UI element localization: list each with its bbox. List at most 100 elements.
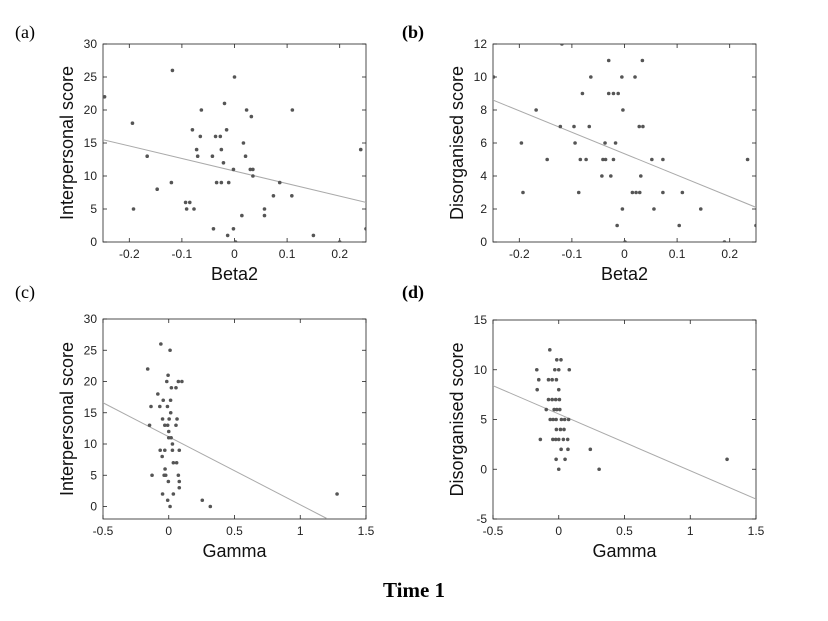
data-point bbox=[262, 207, 267, 211]
data-point bbox=[553, 367, 557, 372]
data-point bbox=[176, 379, 181, 384]
data-point bbox=[561, 437, 566, 442]
plot-frame bbox=[492, 319, 757, 520]
data-point bbox=[200, 498, 205, 503]
data-point bbox=[131, 207, 136, 211]
data-point bbox=[603, 157, 608, 162]
data-point bbox=[580, 91, 585, 96]
data-point bbox=[616, 91, 620, 96]
data-point bbox=[573, 141, 577, 145]
data-point bbox=[166, 373, 170, 378]
data-point bbox=[578, 157, 583, 162]
y-tick-label: 0 bbox=[90, 500, 97, 514]
y-tick-label: 5 bbox=[90, 468, 97, 482]
data-point bbox=[192, 207, 196, 211]
data-point bbox=[554, 457, 558, 462]
data-point bbox=[262, 213, 267, 218]
y-tick-label: 15 bbox=[474, 313, 488, 327]
panel-label: (c) bbox=[15, 282, 35, 303]
data-point bbox=[565, 437, 570, 442]
data-point bbox=[166, 429, 171, 434]
data-point bbox=[190, 128, 195, 132]
data-point bbox=[550, 377, 554, 382]
data-point bbox=[567, 367, 572, 372]
data-point bbox=[213, 134, 218, 139]
data-point bbox=[335, 492, 339, 496]
y-tick-label: 5 bbox=[480, 413, 487, 427]
data-point bbox=[566, 417, 571, 422]
data-point bbox=[603, 141, 607, 145]
data-point bbox=[194, 147, 199, 152]
data-point bbox=[165, 498, 170, 503]
y-tick-label: -5 bbox=[476, 512, 487, 526]
data-point bbox=[195, 154, 200, 158]
y-tick-label: 0 bbox=[480, 235, 487, 249]
data-point bbox=[169, 180, 174, 185]
data-point bbox=[548, 417, 553, 422]
x-tick-label: 0.1 bbox=[279, 247, 296, 261]
data-point bbox=[698, 207, 703, 211]
data-point bbox=[231, 167, 236, 172]
figure-title: Time 1 bbox=[383, 578, 445, 602]
y-axis-label: Interpersonal score bbox=[57, 342, 77, 496]
data-point bbox=[634, 190, 638, 195]
data-point bbox=[221, 161, 226, 165]
x-tick-label: 1 bbox=[687, 524, 694, 538]
data-point bbox=[546, 377, 551, 382]
y-axis-label: Disorganised score bbox=[447, 342, 467, 496]
data-point bbox=[519, 141, 524, 145]
data-point bbox=[183, 200, 188, 205]
data-point bbox=[641, 124, 645, 129]
data-point bbox=[214, 180, 219, 185]
data-point bbox=[147, 423, 152, 428]
panel-label: (d) bbox=[402, 282, 424, 303]
data-point bbox=[174, 385, 178, 390]
data-point bbox=[168, 348, 172, 353]
plot-frame bbox=[102, 318, 367, 520]
data-point bbox=[493, 75, 496, 79]
panel-b: -0.2 -0.1 0 0.1 0.2 0 2 4 6 8 10 12 Beta2 Disorganise… bbox=[402, 22, 757, 284]
data-point bbox=[611, 91, 616, 96]
data-point bbox=[176, 473, 181, 478]
x-tick-label: -0.5 bbox=[483, 524, 504, 538]
x-tick-label: 1 bbox=[297, 524, 304, 538]
data-point bbox=[149, 404, 153, 409]
data-point bbox=[606, 58, 611, 63]
data-point bbox=[621, 108, 625, 112]
data-point bbox=[559, 358, 563, 362]
data-point bbox=[637, 124, 642, 129]
data-point bbox=[210, 154, 215, 158]
x-axis-label: Beta2 bbox=[211, 264, 258, 284]
data-point bbox=[633, 75, 637, 79]
data-point bbox=[557, 397, 562, 402]
data-point bbox=[545, 157, 549, 162]
data-point bbox=[620, 75, 624, 79]
data-point bbox=[170, 442, 175, 446]
data-point bbox=[639, 174, 643, 178]
data-point bbox=[171, 460, 176, 465]
data-point bbox=[534, 108, 538, 112]
data-point bbox=[160, 492, 165, 496]
data-point bbox=[597, 467, 601, 472]
y-tick-label: 10 bbox=[84, 169, 98, 183]
data-point bbox=[218, 134, 223, 139]
data-point bbox=[169, 385, 174, 390]
data-point bbox=[650, 157, 654, 162]
data-point bbox=[180, 379, 184, 384]
data-point bbox=[184, 207, 189, 211]
data-point bbox=[219, 147, 224, 152]
data-point bbox=[248, 167, 253, 172]
data-point bbox=[553, 397, 558, 402]
data-point bbox=[159, 342, 163, 346]
data-point bbox=[241, 141, 246, 145]
x-tick-label: 0.2 bbox=[331, 247, 348, 261]
data-point bbox=[572, 124, 576, 129]
panel-d: -0.5 0 0.5 1 1.5 -5 0 5 10 15 Gamma Disorganised sc… bbox=[402, 282, 765, 561]
data-point bbox=[167, 417, 171, 421]
data-point bbox=[170, 68, 175, 73]
data-point bbox=[177, 479, 182, 484]
data-point bbox=[652, 207, 656, 211]
y-tick-label: 10 bbox=[84, 437, 98, 451]
data-point bbox=[535, 387, 539, 392]
data-point bbox=[226, 180, 231, 185]
